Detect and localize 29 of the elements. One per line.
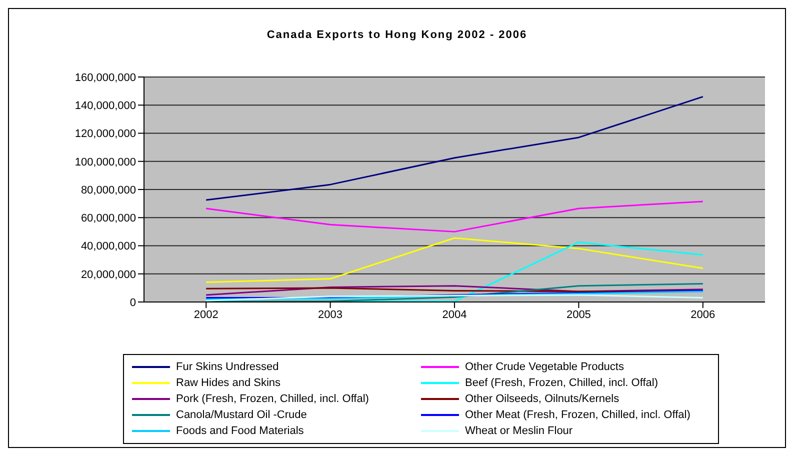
y-tick-label: 40,000,000 xyxy=(80,240,136,253)
line-series xyxy=(205,200,704,232)
legend-label: Other Crude Vegetable Products xyxy=(465,361,624,373)
legend-label: Canola/Mustard Oil -Crude xyxy=(176,409,307,421)
y-tick-label: 160,000,000 xyxy=(74,72,136,84)
legend-label: Beef (Fresh, Frozen, Chilled, incl. Offal) xyxy=(465,377,658,389)
y-tick-label: 100,000,000 xyxy=(74,156,136,168)
legend-label: Pork (Fresh, Frozen, Chilled, incl. Offal) xyxy=(176,393,369,405)
y-tick-label: 80,000,000 xyxy=(80,184,136,196)
legend-label: Raw Hides and Skins xyxy=(176,377,281,389)
line-series xyxy=(205,96,704,201)
legend-label: Other Meat (Fresh, Frozen, Chilled, incl. Offal) xyxy=(465,409,690,421)
x-tick-label: 2002 xyxy=(194,308,218,321)
x-tick-label: 2005 xyxy=(566,308,591,321)
x-tick-label: 2003 xyxy=(318,308,343,321)
legend-label: Wheat or Meslin Flour xyxy=(465,425,573,437)
legend-label: Foods and Food Materials xyxy=(176,425,304,437)
x-tick-label: 2006 xyxy=(690,308,716,321)
line-series xyxy=(205,285,704,296)
y-tick-label: 0 xyxy=(130,296,136,309)
y-tick-label: 120,000,000 xyxy=(74,128,136,140)
y-tick-label: 20,000,000 xyxy=(80,268,136,281)
legend-label: Fur Skins Undressed xyxy=(176,361,279,373)
line-series xyxy=(205,237,704,284)
chart-title: Canada Exports to Hong Kong 2002 - 2006 xyxy=(266,29,528,43)
y-tick-label: 60,000,000 xyxy=(80,212,136,225)
legend-label: Other Oilseeds, Oilnuts/Kernels xyxy=(465,393,620,405)
x-tick-label: 2004 xyxy=(442,308,467,321)
y-tick-label: 140,000,000 xyxy=(74,100,136,112)
